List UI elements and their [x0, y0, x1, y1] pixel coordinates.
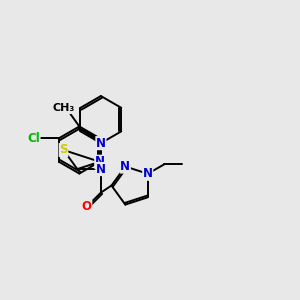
Text: O: O [82, 200, 92, 213]
Text: S: S [59, 143, 68, 157]
Text: N: N [120, 160, 130, 173]
Text: N: N [96, 136, 106, 150]
Text: N: N [95, 155, 105, 168]
Text: CH₃: CH₃ [52, 103, 74, 113]
Text: N: N [96, 163, 106, 176]
Text: Cl: Cl [27, 132, 40, 145]
Text: N: N [143, 167, 153, 180]
